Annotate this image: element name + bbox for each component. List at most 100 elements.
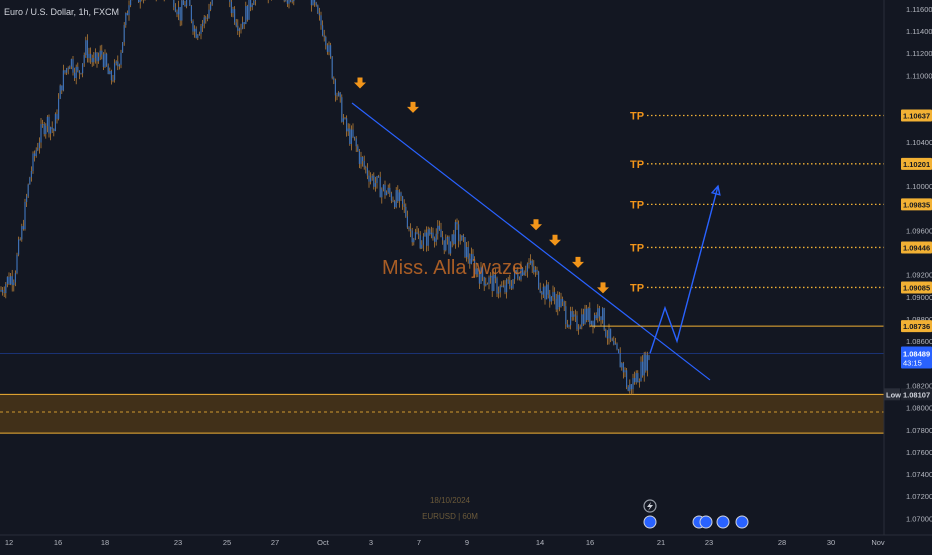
candle-body	[536, 269, 538, 272]
price-tick-label: 1.07600	[906, 448, 932, 457]
candle-body	[54, 114, 56, 132]
candle-body	[411, 230, 413, 243]
candle-body	[400, 192, 402, 197]
projection-path[interactable]	[649, 185, 719, 354]
candle-body	[130, 0, 132, 6]
candle-body	[541, 292, 543, 295]
candle-body	[458, 224, 460, 241]
eu-flag-icon[interactable]	[716, 515, 730, 529]
candle-body	[30, 170, 32, 178]
candle-body	[22, 226, 24, 230]
candle-body	[526, 263, 528, 272]
candle-body	[576, 315, 578, 330]
us-flag-icon[interactable]	[735, 515, 749, 529]
candle-body	[354, 136, 356, 139]
candle-body	[122, 42, 124, 53]
candle-body	[174, 7, 176, 12]
candle-body	[502, 285, 504, 287]
time-axis[interactable]: 12 16 18 23 25 27 Oct 3 7 9 14 16 21 23 28 30 Nov	[0, 534, 932, 547]
candle-body	[464, 237, 466, 257]
candle-body	[106, 53, 108, 66]
candle-body	[357, 146, 359, 151]
descending-trendline[interactable]	[351, 102, 711, 381]
candle-body	[339, 92, 341, 98]
tp-price-tag-text: 1.09085	[903, 283, 930, 292]
resistance-price-tag-text: 1.08736	[903, 322, 930, 331]
candle-body	[104, 53, 106, 67]
candle-body	[568, 325, 570, 328]
candle-body	[544, 286, 546, 300]
candle-body	[600, 316, 602, 320]
tp-label: TP	[630, 282, 644, 294]
candle-body	[198, 33, 200, 36]
candle-body	[397, 190, 399, 202]
price-axis-background	[884, 0, 932, 550]
candle-body	[40, 124, 42, 143]
price-tick-label: 1.10400	[906, 138, 932, 147]
candle-body	[114, 63, 116, 80]
price-tick-label: 1.07400	[906, 470, 932, 479]
candle-body	[328, 45, 330, 52]
tp-price-tag	[901, 109, 932, 122]
candle-body	[178, 7, 180, 15]
tp-price-tag-text: 1.09835	[903, 200, 930, 209]
us-flag-icon[interactable]	[699, 515, 713, 529]
candle-body	[102, 54, 104, 67]
candle-body	[107, 65, 109, 75]
time-tick-label: 23	[705, 538, 713, 547]
price-tick-label: 1.09200	[906, 271, 932, 280]
candle-body	[341, 97, 343, 122]
candle-body	[286, 0, 288, 4]
candle-body	[230, 1, 232, 14]
time-tick-label: 21	[657, 538, 665, 547]
candle-body	[312, 0, 314, 6]
candle-body	[8, 276, 10, 284]
candle-body	[211, 0, 213, 5]
candle-body	[310, 0, 312, 6]
candle-body	[314, 0, 316, 3]
candle-body	[611, 338, 613, 341]
candle-body	[426, 232, 428, 246]
candle-body	[344, 118, 346, 119]
candle-body	[50, 127, 52, 134]
candle-body	[493, 274, 495, 292]
candle-body	[421, 244, 423, 249]
candle-body	[234, 9, 236, 23]
candle-body	[566, 324, 568, 328]
time-tick-label: 16	[54, 538, 62, 547]
candle-body	[349, 128, 351, 144]
down-arrow-icon	[572, 256, 584, 268]
candle-body	[5, 283, 7, 294]
candle-body	[557, 294, 559, 310]
event-icons[interactable]	[643, 499, 749, 529]
candle-body	[570, 311, 572, 326]
price-tick-label: 1.09600	[906, 226, 932, 235]
eu-flag-icon[interactable]	[643, 515, 657, 529]
candle-body	[405, 206, 407, 217]
candle-body	[406, 216, 408, 228]
candle-body	[574, 314, 576, 316]
candle-body	[514, 270, 516, 280]
price-axis[interactable]: 1.11600 1.11400 1.11200 1.11000 1.10400 1.102…	[883, 0, 932, 550]
candle-body	[618, 349, 620, 354]
candle-body	[197, 35, 199, 38]
candle-body	[51, 127, 53, 130]
price-tick-label: 1.07000	[906, 514, 932, 523]
candle-body	[74, 72, 76, 79]
tp-price-tag-text: 1.10201	[903, 160, 930, 169]
tp-price-tag	[901, 157, 932, 170]
current-price-tag	[901, 346, 932, 369]
candle-body	[66, 68, 68, 73]
candle-body	[317, 5, 319, 14]
candle-body	[427, 229, 429, 246]
candle-body	[424, 232, 426, 237]
candle-body	[422, 236, 424, 245]
candle-body	[126, 13, 128, 16]
candle-body	[45, 125, 47, 135]
tp-price-tag	[901, 241, 932, 254]
time-tick-label: 3	[369, 538, 373, 547]
candle-body	[80, 73, 82, 75]
candle-body	[78, 70, 80, 74]
candle-body	[443, 240, 445, 251]
